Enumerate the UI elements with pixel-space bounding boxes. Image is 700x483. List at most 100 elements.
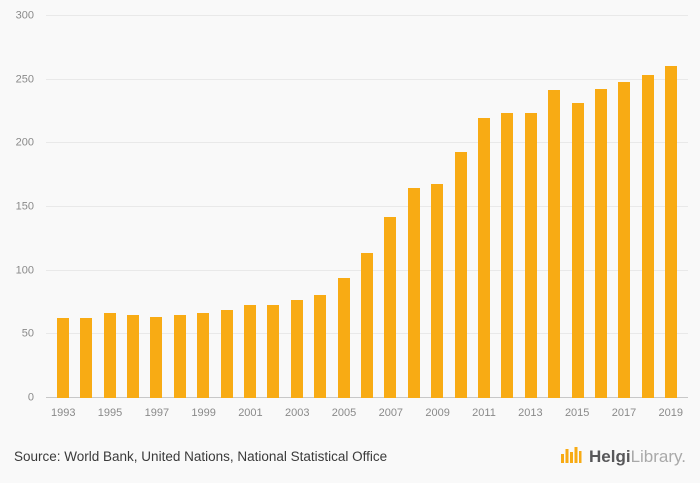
bar-2006 <box>360 252 373 398</box>
bar-2001 <box>243 305 256 398</box>
bar-2017 <box>618 82 631 398</box>
bar-slot-2005 <box>332 16 355 398</box>
x-tick-label-2013: 2013 <box>518 407 543 419</box>
bar-1999 <box>197 312 210 398</box>
bar-2018 <box>641 74 654 398</box>
x-tick-label-2016 <box>589 400 611 422</box>
bar-slot-2001 <box>238 16 261 398</box>
plot-area <box>46 15 688 398</box>
bar-1994 <box>80 317 93 398</box>
x-tick-label-2006 <box>356 400 378 422</box>
bar-1996 <box>126 315 139 398</box>
bar-2002 <box>267 305 280 398</box>
bar-2000 <box>220 310 233 398</box>
bar-slot-2002 <box>262 16 285 398</box>
logo-text-light: Library. <box>630 446 686 466</box>
x-tick-label-2010 <box>450 400 472 422</box>
bar-slot-2014 <box>543 16 566 398</box>
y-tick-label-100: 100 <box>15 264 34 277</box>
y-tick-label-200: 200 <box>15 136 34 149</box>
bar-2008 <box>407 187 420 398</box>
gridline-250 <box>46 78 688 80</box>
x-tick-label-2009: 2009 <box>425 407 450 419</box>
x-tick-label-1996 <box>122 400 144 422</box>
x-tick-label-1995: 1995 <box>97 407 123 419</box>
bar-slot-2000 <box>215 16 238 398</box>
bar-2011 <box>478 117 491 398</box>
bar-1993 <box>56 317 69 398</box>
x-tick-label-1993: 1993 <box>51 407 76 419</box>
x-tick-label-2005: 2005 <box>331 407 357 419</box>
bar-slot-2016 <box>589 16 612 398</box>
helgilibrary-logo-icon <box>560 444 582 469</box>
y-tick-label-150: 150 <box>15 200 34 213</box>
y-tick-label-300: 300 <box>15 9 34 22</box>
bar-slot-1998 <box>168 16 191 398</box>
bar-2009 <box>431 184 444 398</box>
y-tick-label-250: 250 <box>15 73 34 86</box>
x-tick-label-2002 <box>263 400 285 422</box>
x-tick-label-2000 <box>216 400 238 422</box>
bar-2016 <box>595 88 608 398</box>
bar-1995 <box>103 312 116 398</box>
bar-2019 <box>665 65 678 398</box>
bar-slot-2017 <box>613 16 636 398</box>
x-tick-label-2015: 2015 <box>564 407 590 419</box>
source-text: Source: World Bank, United Nations, Nati… <box>14 448 388 464</box>
bar-1997 <box>150 316 163 398</box>
bar-2010 <box>454 152 467 398</box>
y-tick-label-50: 50 <box>21 327 34 340</box>
x-tick-label-2017: 2017 <box>611 407 637 419</box>
bar-slot-2011 <box>472 16 495 398</box>
x-tick-label-2014 <box>543 400 565 422</box>
y-tick-label-0: 0 <box>27 391 34 404</box>
bar-2004 <box>314 294 327 398</box>
x-tick-label-2007: 2007 <box>378 407 404 419</box>
bar-slot-2018 <box>636 16 659 398</box>
gridline-300 <box>46 15 688 16</box>
bar-slot-2019 <box>660 16 683 398</box>
x-tick-label-2018 <box>636 400 658 422</box>
bar-chart: 0 50 100 150 200 250 300 1993 1995 1997 1999 2001 2… <box>8 8 692 422</box>
x-tick-label-2019: 2019 <box>658 407 684 419</box>
footer: Source: World Bank, United Nations, Nati… <box>0 429 700 483</box>
bars <box>46 16 688 398</box>
x-tick-label-2004 <box>309 400 331 422</box>
bar-slot-1999 <box>191 16 214 398</box>
x-tick-label-2011: 2011 <box>472 407 496 419</box>
x-tick-label-2008 <box>403 400 425 422</box>
bar-2012 <box>501 112 514 398</box>
gridline-200 <box>46 142 688 144</box>
bar-slot-2009 <box>426 16 449 398</box>
x-tick-label-1997: 1997 <box>144 407 170 419</box>
bar-2003 <box>290 299 303 398</box>
x-tick-label-2001: 2001 <box>238 407 263 419</box>
bar-2015 <box>571 102 584 398</box>
bar-slot-2003 <box>285 16 308 398</box>
bar-slot-2015 <box>566 16 589 398</box>
helgilibrary-logo[interactable]: HelgiLibrary. <box>560 444 686 469</box>
bar-2005 <box>337 278 350 398</box>
bar-slot-2007 <box>379 16 402 398</box>
x-tick-label-1999: 1999 <box>191 407 216 419</box>
y-axis: 0 50 100 150 200 250 300 <box>8 10 40 403</box>
bar-slot-2004 <box>308 16 331 398</box>
bar-slot-1996 <box>121 16 144 398</box>
logo-text: HelgiLibrary. <box>589 448 686 465</box>
bar-slot-2006 <box>355 16 378 398</box>
bar-2014 <box>548 89 561 398</box>
x-axis: 1993 1995 1997 1999 2001 2003 2005 2007 2009 2011… <box>46 400 688 422</box>
bar-2007 <box>384 217 397 398</box>
x-tick-label-1994 <box>75 400 97 422</box>
bar-1998 <box>173 315 186 398</box>
x-tick-label-2012 <box>496 400 518 422</box>
bar-slot-1993 <box>51 16 74 398</box>
bar-2013 <box>524 112 537 398</box>
bar-slot-1997 <box>145 16 168 398</box>
bar-slot-2008 <box>402 16 425 398</box>
bar-slot-2010 <box>449 16 472 398</box>
bar-slot-2013 <box>519 16 542 398</box>
bar-slot-2012 <box>496 16 519 398</box>
bar-slot-1994 <box>74 16 97 398</box>
